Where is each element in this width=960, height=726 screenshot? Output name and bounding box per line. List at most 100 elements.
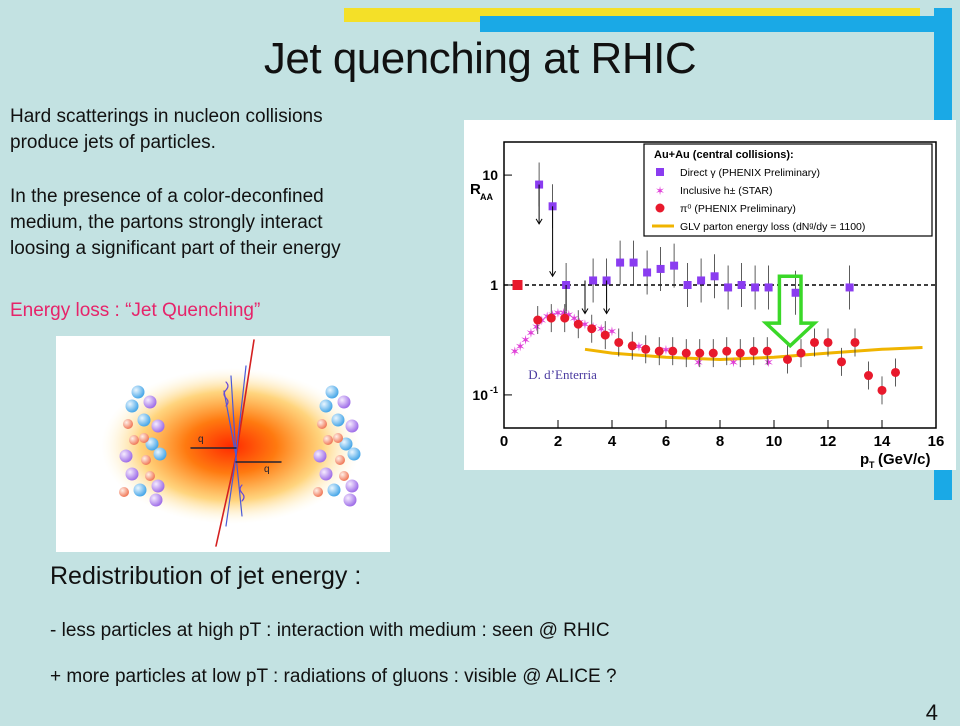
data-point: [656, 264, 665, 273]
nucleon: [145, 471, 155, 481]
top-blue-bar: [480, 16, 950, 32]
data-point: ✶: [558, 306, 569, 321]
data-point: [616, 258, 625, 267]
legend-marker: ✶: [655, 184, 665, 198]
data-point: ✶: [569, 311, 580, 326]
nucleon: [347, 447, 361, 461]
data-point: [670, 261, 679, 270]
nucleon: [143, 395, 157, 409]
legend-entry: GLV parton energy loss (dNᵍ/dy = 1100): [680, 221, 865, 233]
nucleon: [337, 395, 351, 409]
nucleon: [323, 435, 333, 445]
legend-title: Au+Au (central collisions):: [654, 149, 794, 161]
y-axis-label-sub: AA: [480, 192, 493, 202]
x-tick-label: 4: [608, 433, 617, 450]
nucleon: [153, 447, 167, 461]
bullet-less-particles: - less particles at high pT : interactio…: [50, 620, 610, 641]
nucleon: [343, 493, 357, 507]
nucleon: [313, 449, 327, 463]
nucleon: [325, 385, 339, 399]
nucleon: [139, 433, 149, 443]
data-point: [600, 330, 610, 340]
y-tick-label: 10: [472, 387, 488, 403]
data-point: [850, 337, 860, 347]
data-point: [891, 367, 900, 377]
x-tick-label: 10: [766, 433, 783, 450]
legend-marker: [655, 203, 665, 213]
data-point: [751, 283, 760, 292]
data-point: [796, 348, 806, 358]
data-point: ✶: [728, 355, 739, 370]
data-point: [683, 281, 692, 289]
data-point: [695, 348, 705, 358]
nucleon: [339, 437, 353, 451]
data-point: ✶: [515, 339, 526, 354]
nucleon: [133, 483, 147, 497]
legend-box: [643, 143, 933, 237]
data-point: [681, 348, 691, 358]
data-point: [512, 280, 523, 290]
x-tick-label: 14: [874, 433, 891, 450]
right-nucleus: [313, 385, 361, 507]
x-tick-label: 0: [500, 433, 508, 450]
data-point: [791, 288, 800, 297]
data-point: [560, 313, 570, 323]
page-number: 4: [925, 700, 938, 725]
collision-illustration: q q: [56, 336, 390, 552]
data-point: [783, 354, 792, 364]
y-tick-superscript: -1: [490, 385, 498, 395]
nucleon: [313, 487, 323, 497]
data-point: [845, 283, 854, 292]
body-line: medium, the partons strongly interact: [10, 212, 323, 233]
intro-text: Hard scatterings in nucleon collisions p…: [10, 104, 323, 156]
legend-entry: Inclusive h± (STAR): [680, 185, 773, 197]
data-point: [749, 346, 759, 356]
nucleon: [339, 471, 349, 481]
energy-loss-highlight: Energy loss : “Jet Quenching”: [10, 300, 261, 321]
data-point: [864, 371, 873, 381]
nucleon: [151, 479, 165, 493]
chart-credit: D. d’Enterria: [528, 367, 597, 382]
data-point: [724, 283, 733, 292]
data-point: ✶: [763, 355, 774, 370]
nucleon: [145, 437, 159, 451]
nucleon: [345, 419, 359, 433]
left-nucleus: [119, 385, 167, 507]
upper-limit-arrowhead: [603, 308, 611, 315]
body-text: In the presence of a color-deconfined me…: [10, 184, 341, 262]
data-point: [614, 337, 624, 347]
data-point: [573, 319, 583, 329]
x-axis-label: p: [860, 451, 869, 468]
data-point: ✶: [553, 306, 564, 321]
x-tick-label: 8: [716, 433, 724, 450]
y-tick-label: 10: [482, 167, 498, 183]
nucleon: [331, 413, 345, 427]
bullet-more-particles: + more particles at low pT : radiations …: [50, 666, 617, 687]
data-point: [737, 281, 746, 289]
nucleon: [129, 435, 139, 445]
data-point: ✶: [693, 355, 704, 370]
data-point: [546, 313, 556, 323]
quark-label: q: [264, 464, 270, 475]
data-point: [533, 315, 543, 325]
data-point: [643, 268, 652, 277]
x-axis-label-sub: T: [869, 460, 875, 470]
nucleon: [119, 487, 129, 497]
data-point: ✶: [526, 325, 537, 340]
data-point: ✶: [661, 342, 672, 357]
y-tick-label: 1: [490, 277, 498, 293]
data-point: [837, 357, 846, 367]
data-point: [823, 337, 833, 347]
data-point: ✶: [634, 339, 645, 354]
nucleon: [141, 455, 151, 465]
nucleon: [119, 449, 133, 463]
y-axis-label: R: [470, 181, 481, 198]
data-point: ✶: [520, 332, 531, 347]
quark-label: q: [198, 434, 204, 445]
nucleon: [123, 419, 133, 429]
nucleon: [125, 399, 139, 413]
redistribution-heading: Redistribution of jet energy :: [50, 562, 362, 590]
data-point: [735, 348, 745, 358]
intro-line: produce jets of particles.: [10, 132, 216, 153]
raa-chart: 0 2 4 6 8 10 12 14 16 10 1 10 -1 R AA p T (GeV/c) ✶ ✶ ✶ ✶ ✶ ✶ ✶ ✶…: [464, 120, 956, 470]
